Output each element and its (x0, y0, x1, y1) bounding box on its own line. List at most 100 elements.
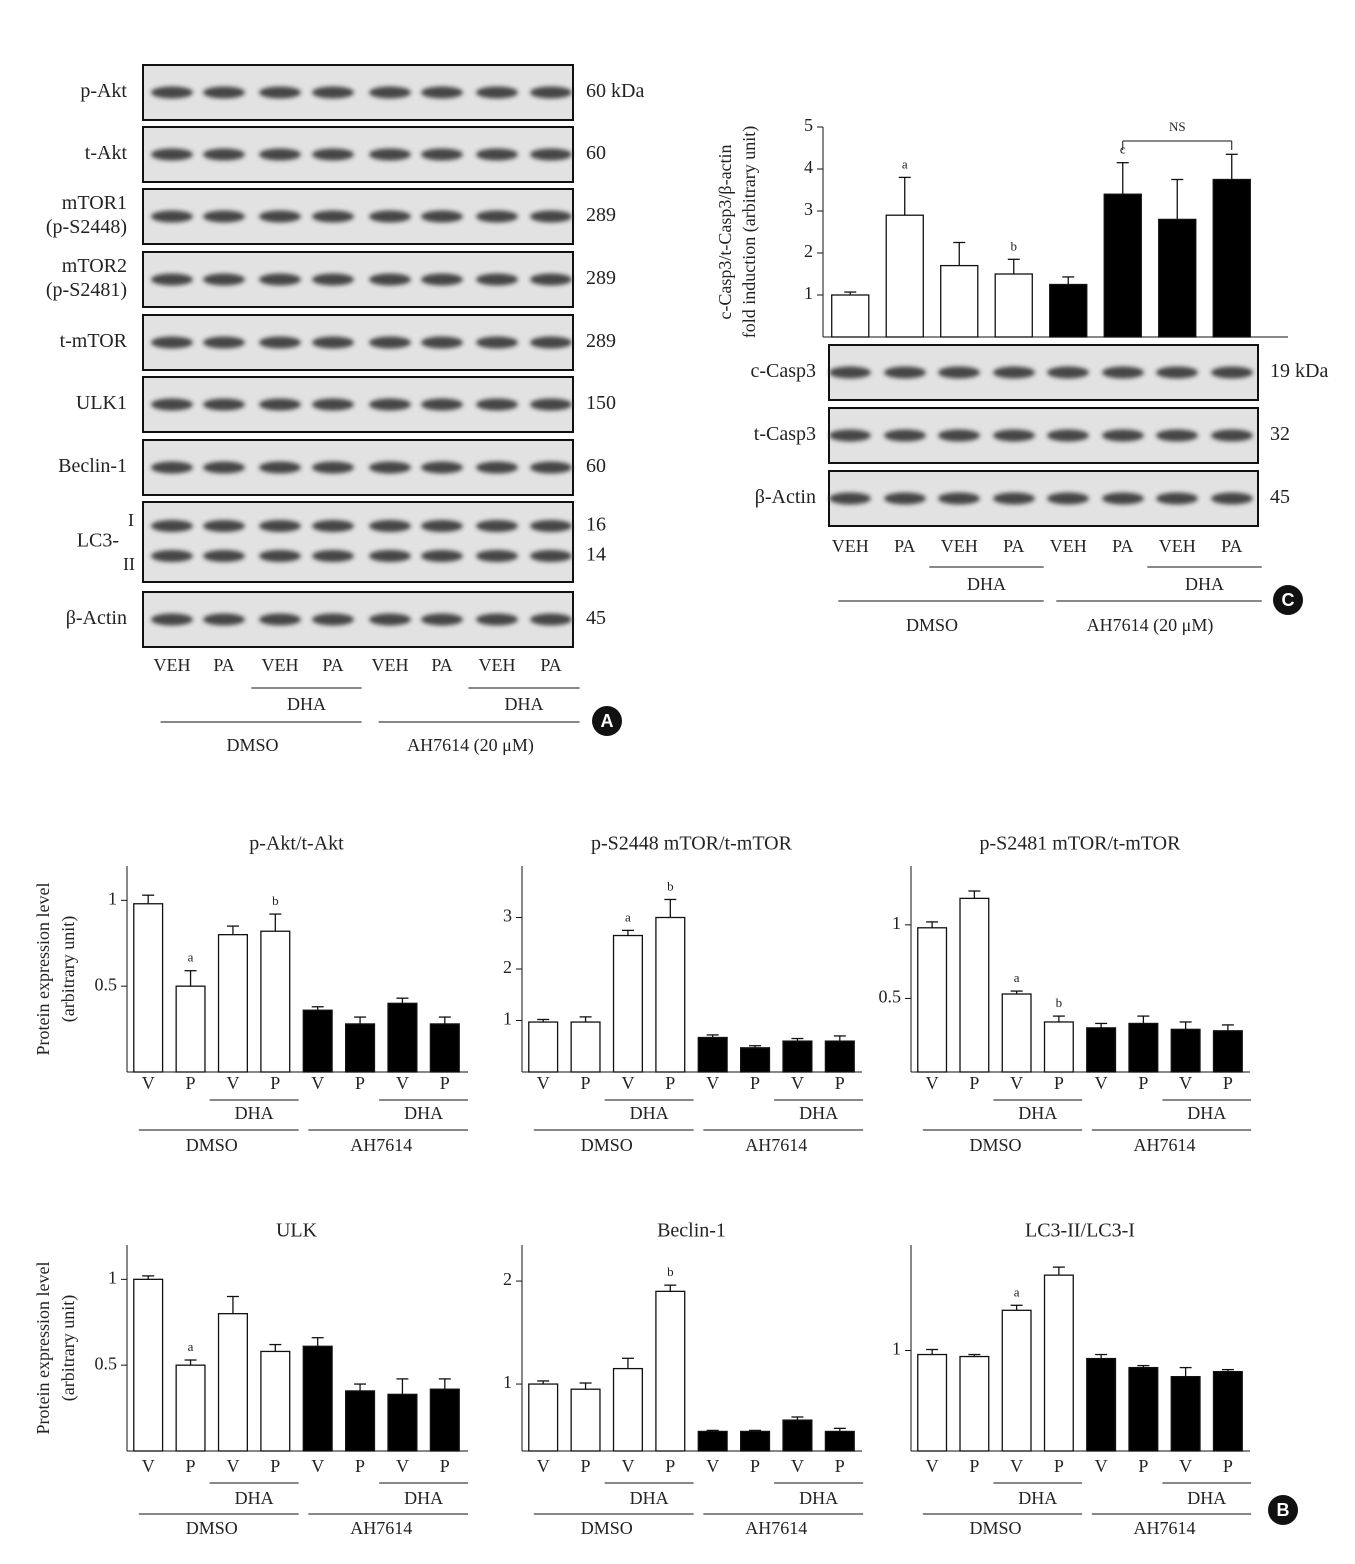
band (421, 273, 463, 286)
y-tick-label: 1 (503, 1372, 512, 1392)
bar (1043, 1021, 1074, 1073)
bar (1001, 993, 1032, 1073)
band (938, 429, 980, 442)
lane-label: P (355, 1073, 365, 1093)
subgroup-label: DHA (404, 1103, 443, 1123)
bar (831, 294, 870, 338)
band (203, 210, 245, 223)
band (421, 520, 463, 532)
band (259, 398, 301, 411)
y-axis-label: Protein expression level (33, 883, 53, 1056)
lane-label: V (311, 1073, 324, 1093)
lane-label: V (396, 1456, 409, 1476)
bar (528, 1021, 559, 1073)
band (259, 273, 301, 286)
band (829, 429, 871, 442)
band (530, 520, 572, 532)
band (530, 613, 572, 626)
blot-label: (p-S2448) (46, 216, 127, 238)
y-tick-label: 5 (804, 115, 813, 135)
band (476, 336, 518, 349)
lane-label: P (750, 1073, 760, 1093)
band (259, 210, 301, 223)
lane-label: V (1179, 1456, 1192, 1476)
lane-label: P (969, 1456, 979, 1476)
lane-label: V (396, 1073, 409, 1093)
lane-label: P (1138, 1456, 1148, 1476)
significance-label: a (1014, 1284, 1020, 1299)
band (369, 398, 411, 411)
bar (570, 1388, 601, 1452)
band (530, 86, 572, 99)
chart-title: ULK (276, 1220, 318, 1242)
bar (824, 1430, 855, 1452)
subgroup-label: DHA (799, 1103, 838, 1123)
significance-label: a (1014, 970, 1020, 985)
lane-label: V (621, 1073, 634, 1093)
band (476, 613, 518, 626)
lane-label: P (355, 1456, 365, 1476)
group-label: DMSO (906, 615, 958, 635)
bar (387, 1393, 418, 1452)
lane-label: VEH (372, 655, 409, 675)
band (938, 492, 980, 505)
band (884, 492, 926, 505)
lane-label: P (581, 1456, 591, 1476)
bar (302, 1009, 333, 1073)
group-label: AH7614 (20 μM) (407, 735, 534, 756)
band (369, 550, 411, 562)
subgroup-label: DHA (404, 1488, 443, 1508)
subgroup-label: DHA (1187, 1488, 1226, 1508)
bar (612, 934, 643, 1073)
blot-label: β-Actin (66, 607, 127, 629)
band (530, 210, 572, 223)
band (1102, 366, 1144, 379)
blot-size: 19 kDa (1270, 360, 1328, 382)
band (203, 86, 245, 99)
band (1102, 492, 1144, 505)
band (1102, 429, 1144, 442)
band (1211, 366, 1253, 379)
bar (429, 1388, 460, 1452)
bar (345, 1390, 376, 1452)
bar (133, 903, 164, 1073)
lane-label: V (537, 1073, 550, 1093)
significance-label: b (272, 893, 279, 908)
group-label: AH7614 (350, 1135, 412, 1155)
y-axis-label: fold induction (arbitrary unit) (739, 126, 760, 338)
lane-label: V (706, 1456, 719, 1476)
y-axis-label: (arbitrary unit) (58, 1295, 79, 1401)
bar (1128, 1366, 1159, 1452)
bar (528, 1383, 559, 1452)
blot-size: 45 (1270, 486, 1290, 508)
blot-label: ULK1 (76, 392, 127, 414)
lane-label: VEH (1159, 536, 1196, 556)
bar (1049, 283, 1088, 338)
bar (1170, 1375, 1201, 1452)
lane-label: P (270, 1073, 280, 1093)
band (829, 492, 871, 505)
bar (1103, 193, 1142, 338)
bar (824, 1040, 855, 1073)
bar (217, 1313, 248, 1452)
lane-label: PA (1221, 536, 1242, 556)
lane-label: V (537, 1456, 550, 1476)
lane-label: P (270, 1456, 280, 1476)
band (1047, 429, 1089, 442)
blot-size: 150 (586, 392, 616, 414)
band (259, 336, 301, 349)
bar (429, 1023, 460, 1073)
blot-label: mTOR2 (62, 255, 127, 277)
lane-label: P (186, 1073, 196, 1093)
y-tick-label: 0.5 (95, 974, 118, 994)
blot-label: LC3- (77, 530, 119, 552)
band (476, 461, 518, 474)
lane-label: P (1138, 1073, 1148, 1093)
bar (697, 1036, 728, 1073)
bar (175, 985, 206, 1073)
significance-label: b (667, 1264, 674, 1279)
lane-label: P (665, 1456, 675, 1476)
subgroup-label: DHA (799, 1488, 838, 1508)
lane-label: V (1095, 1073, 1108, 1093)
blot-label: t-Casp3 (754, 423, 816, 445)
